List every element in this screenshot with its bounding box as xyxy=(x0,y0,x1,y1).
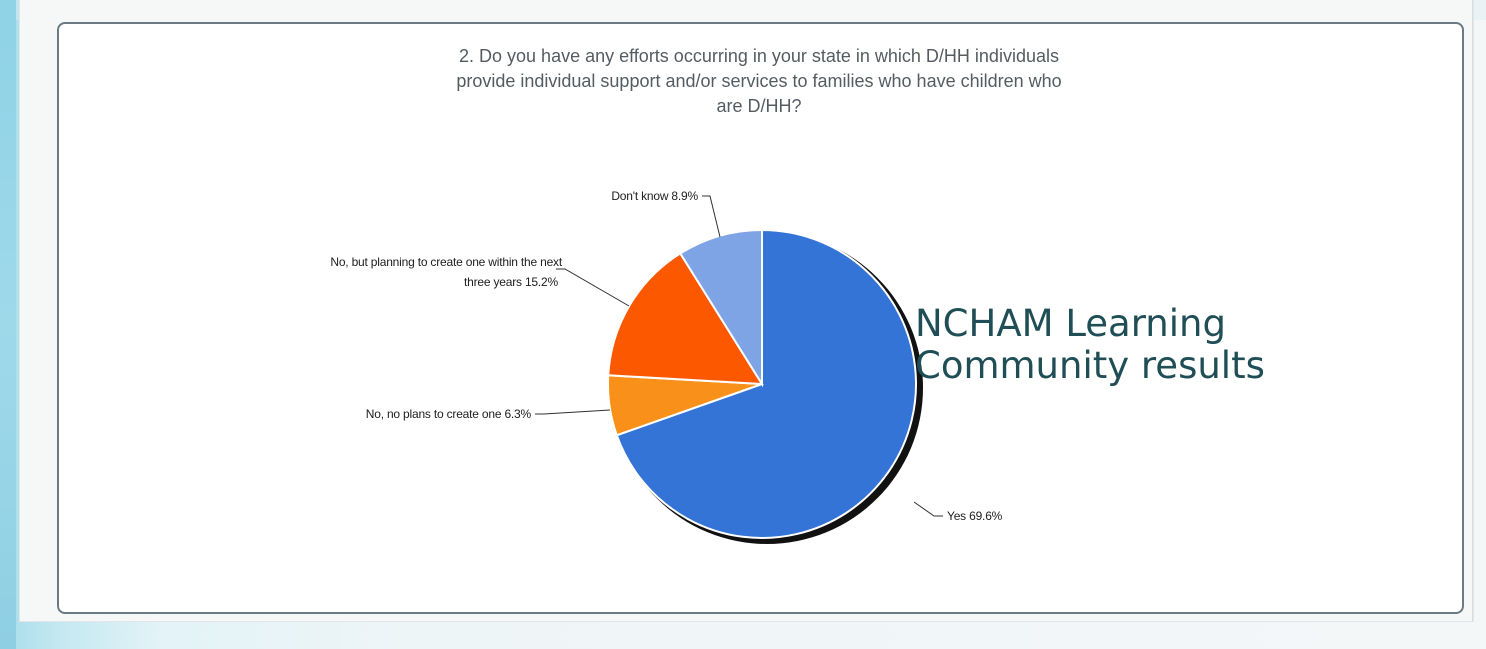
pie-label-4: Don't know 8.9% xyxy=(611,189,698,203)
pie-slice-3 xyxy=(607,252,764,386)
pie-leader-line-2 xyxy=(535,409,611,415)
pie-slices xyxy=(607,228,917,539)
pie-label-1: Yes 69.6% xyxy=(947,509,1003,523)
pie-chart: Yes 69.6% No, no plans to create one 6.3%… xyxy=(330,189,1003,544)
chart-container: 2. Do you have any efforts occurring in … xyxy=(57,22,1464,614)
chart-title: 2. Do you have any efforts occurring in … xyxy=(309,44,1209,119)
pie-slice-1 xyxy=(615,228,917,539)
pie-leader-line-4 xyxy=(702,195,721,238)
chart-title-line-3: are D/HH? xyxy=(716,96,802,116)
slide-left-band xyxy=(0,0,16,649)
overlay-title-line-1: NCHAM Learning xyxy=(915,302,1226,345)
chart-title-line-1: 2. Do you have any efforts occurring in … xyxy=(459,46,1059,66)
pie-labels: Yes 69.6% No, no plans to create one 6.3%… xyxy=(330,189,1003,523)
pie-leader-line-3 xyxy=(556,268,630,307)
pie-label-3-line-1: No, but planning to create one within th… xyxy=(330,255,562,269)
pie-label-3-line-2: three years 15.2% xyxy=(464,275,559,289)
chart-title-line-2: provide individual support and/or servic… xyxy=(456,71,1062,91)
overlay-title-line-2: Community results xyxy=(915,344,1265,387)
slide-overlay-title: NCHAM Learning Community results xyxy=(915,303,1415,387)
pie-leader-line-1 xyxy=(913,501,943,517)
pie-label-2: No, no plans to create one 6.3% xyxy=(366,407,532,421)
